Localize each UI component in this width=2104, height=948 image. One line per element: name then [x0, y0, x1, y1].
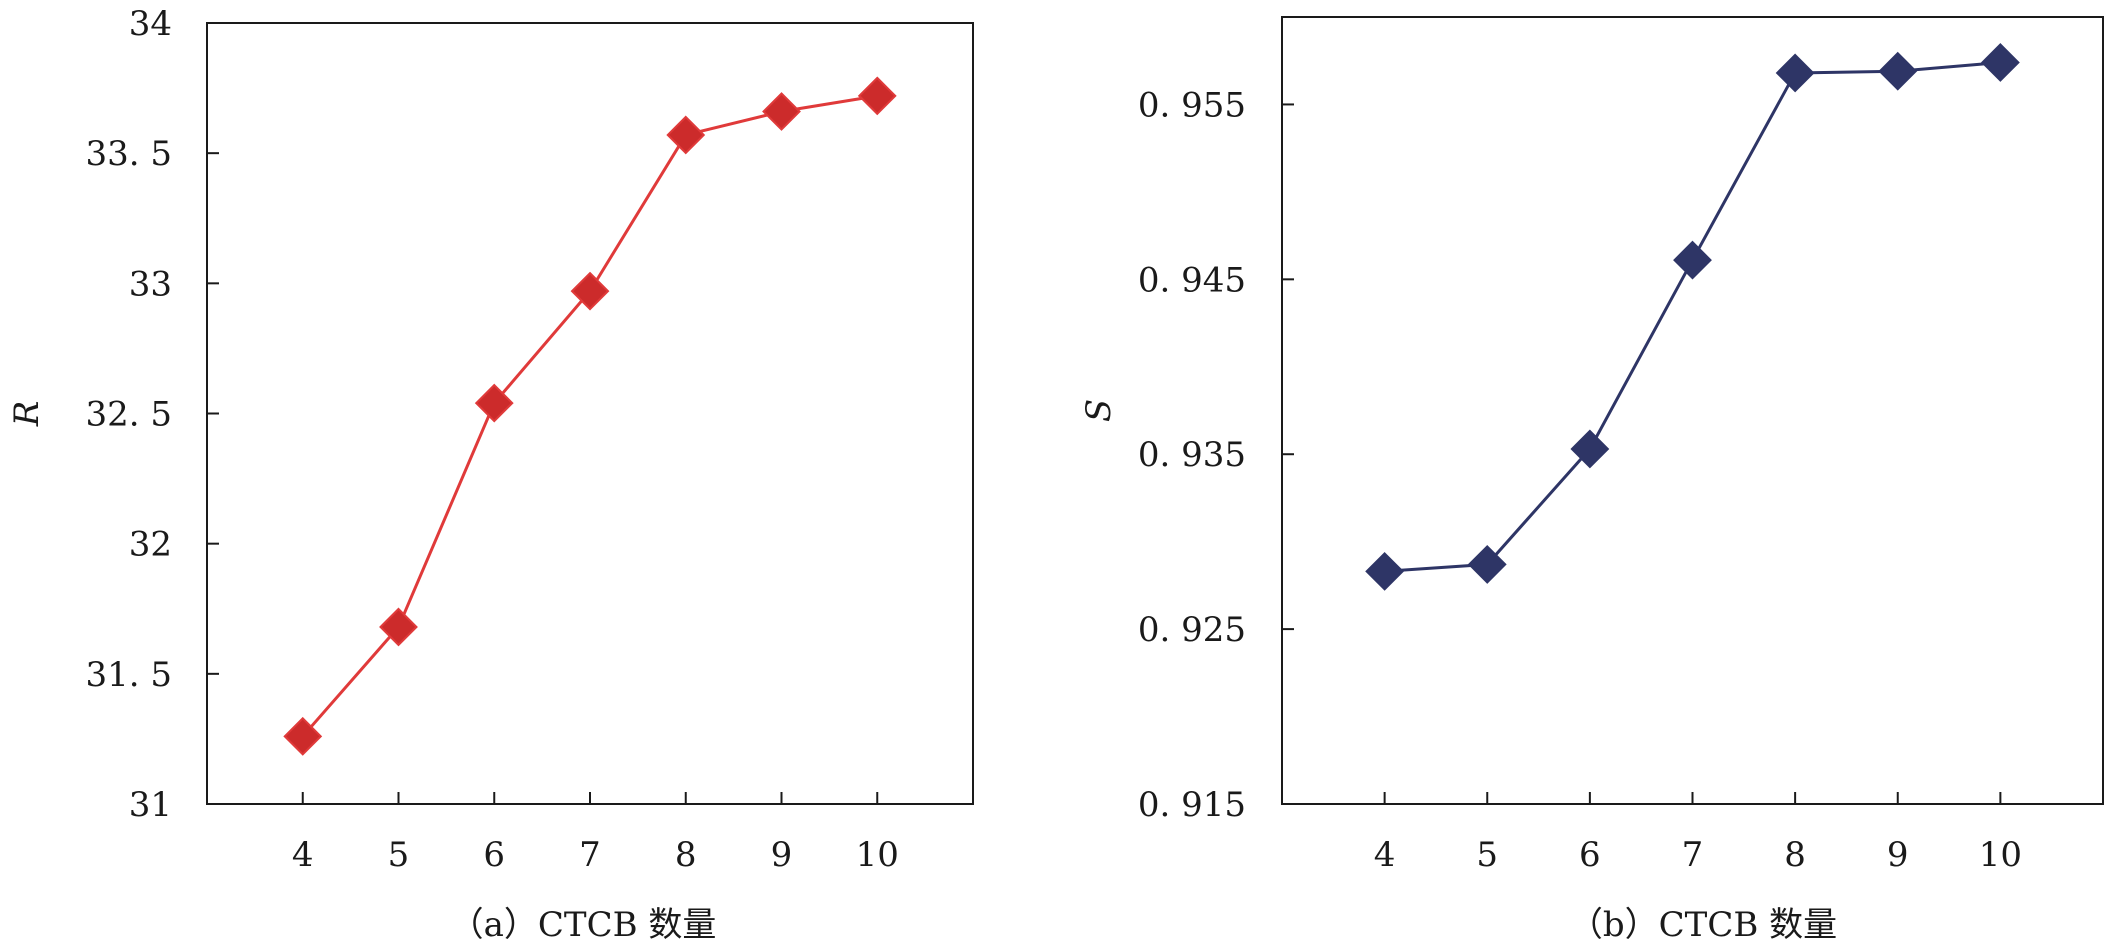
x-tick-label-b-6: 10 — [1979, 835, 2022, 875]
data-point-b-6 — [1980, 43, 2020, 82]
data-point-b-2 — [1570, 429, 1610, 469]
y-tick-label-a-0: 31 — [129, 785, 172, 825]
data-point-a-6 — [857, 76, 897, 116]
x-tick-label-b-3: 7 — [1682, 835, 1704, 875]
y-tick-label-a-3: 32. 5 — [85, 395, 172, 435]
x-tick-label-a-4: 8 — [675, 835, 697, 875]
x-tick-label-a-5: 9 — [771, 835, 793, 875]
x-tick-label-a-6: 10 — [856, 835, 899, 875]
y-tick-label-b-2: 0. 935 — [1138, 435, 1246, 475]
y-axis-label-a: R — [7, 401, 47, 428]
data-point-b-3 — [1673, 240, 1712, 280]
data-point-b-4 — [1775, 53, 1815, 93]
x-tick-label-a-0: 4 — [292, 835, 314, 875]
data-point-a-0 — [283, 716, 323, 756]
x-tick-label-b-1: 5 — [1476, 835, 1498, 875]
series-line-a — [301, 94, 878, 738]
data-point-a-5 — [762, 92, 801, 131]
x-tick-label-b-0: 4 — [1374, 835, 1396, 875]
x-tick-label-b-2: 6 — [1579, 835, 1601, 875]
plot-frame-b — [1281, 16, 2104, 805]
caption-b: （b）CTCB 数量 — [1569, 905, 1837, 945]
x-tick-label-b-5: 9 — [1887, 835, 1909, 875]
chart-b: 0. 915 0. 925 0. 935 0. 945 0. 955 4 5 6 7 8 9 10 S （… — [1079, 16, 2104, 945]
data-point-b-5 — [1878, 51, 1918, 91]
data-point-a-4 — [666, 115, 706, 155]
x-tick-label-a-1: 5 — [388, 835, 410, 875]
y-tick-label-b-1: 0. 925 — [1138, 610, 1246, 650]
data-point-b-1 — [1467, 544, 1507, 584]
data-point-a-3 — [570, 271, 610, 311]
y-tick-label-a-6: 34 — [129, 4, 172, 44]
y-tick-label-a-5: 33. 5 — [85, 134, 172, 174]
x-tick-label-a-3: 7 — [579, 835, 601, 875]
caption-a: （a）CTCB 数量 — [450, 905, 717, 945]
x-tick-label-b-4: 8 — [1784, 835, 1806, 875]
data-point-a-1 — [379, 607, 418, 647]
y-tick-label-a-2: 32 — [129, 525, 172, 565]
y-tick-label-b-4: 0. 955 — [1138, 85, 1246, 125]
chart-a: 31 31. 5 32 32. 5 33 33. 5 34 4 5 6 7 8 9 10 R （a）CTCB … — [7, 4, 974, 945]
plot-frame-a — [206, 22, 974, 805]
y-tick-label-a-1: 31. 5 — [85, 655, 172, 695]
series-line-b — [1384, 60, 2001, 573]
x-tick-label-a-2: 6 — [483, 835, 505, 875]
y-axis-label-b: S — [1079, 399, 1119, 422]
y-tick-label-a-4: 33 — [129, 264, 172, 304]
data-point-a-2 — [474, 383, 514, 423]
data-point-b-0 — [1365, 551, 1405, 591]
y-tick-label-b-3: 0. 945 — [1138, 260, 1246, 300]
y-tick-label-b-0: 0. 915 — [1138, 785, 1246, 825]
